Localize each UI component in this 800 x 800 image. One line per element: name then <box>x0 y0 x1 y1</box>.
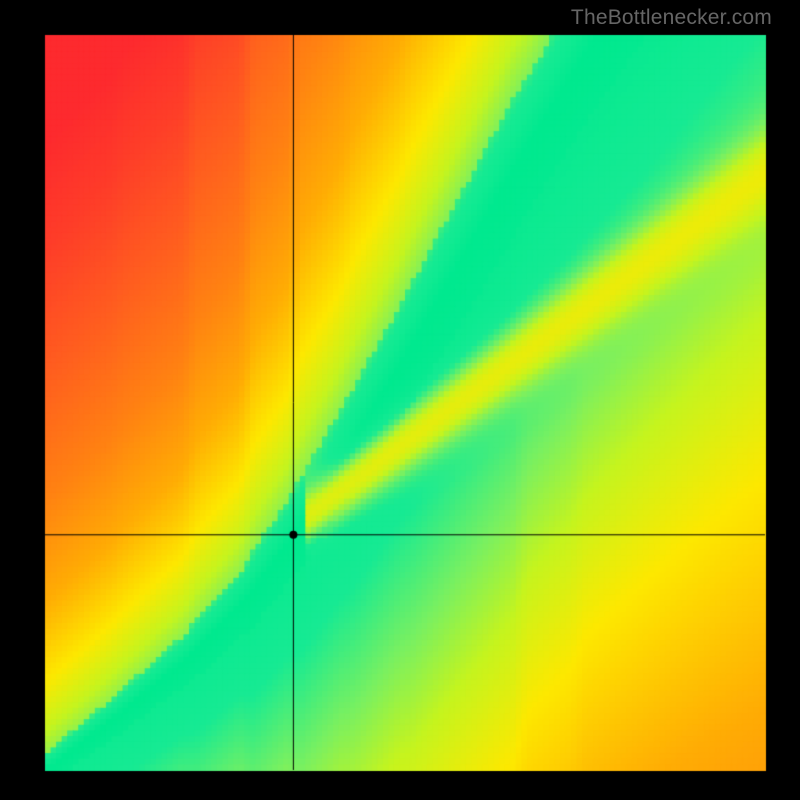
bottleneck-heatmap <box>0 0 800 800</box>
watermark-label: TheBottlenecker.com <box>571 6 772 30</box>
chart-container: TheBottlenecker.com <box>0 0 800 800</box>
